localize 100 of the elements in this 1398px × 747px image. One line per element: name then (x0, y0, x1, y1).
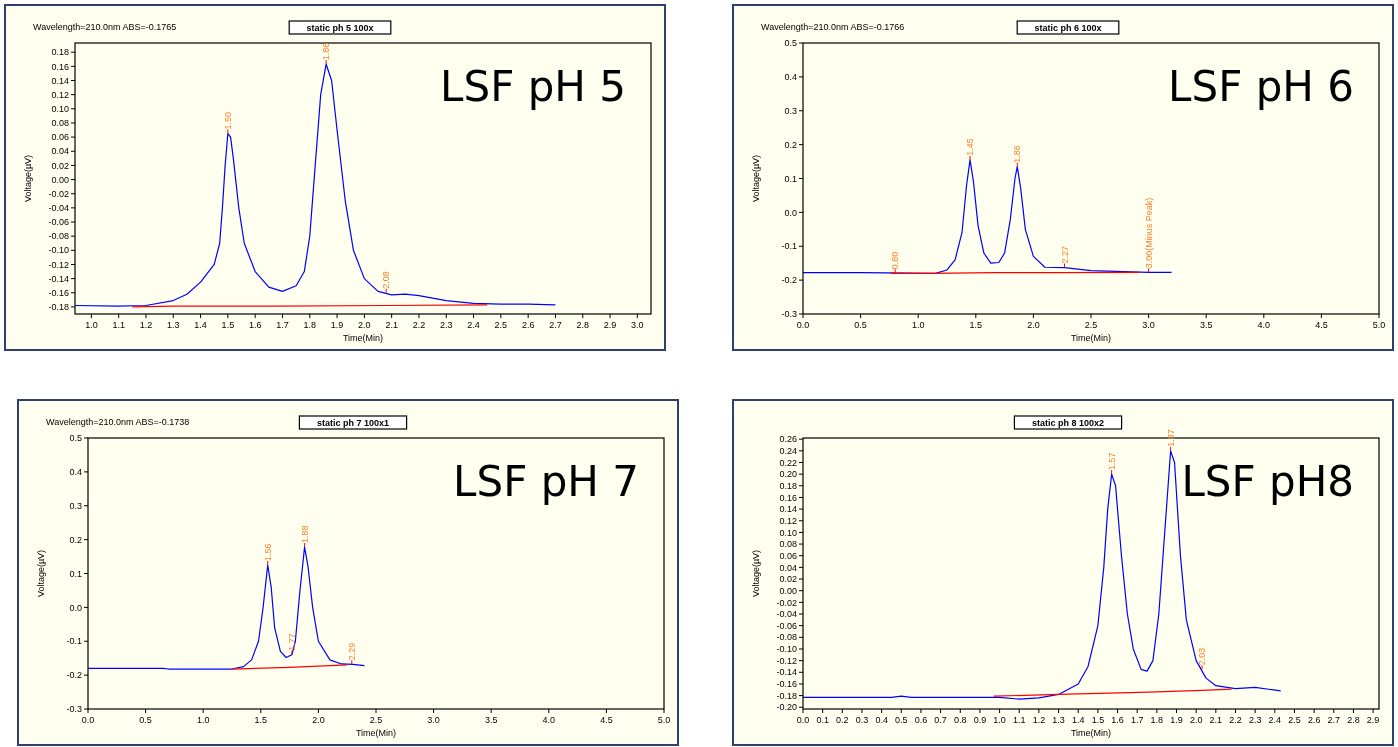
annotation: 0.80 (890, 251, 901, 270)
x-tick-label: 3.5 (1199, 320, 1213, 330)
x-tick-label: 2.0 (1189, 715, 1203, 725)
y-tick-label: -0.06 (48, 217, 69, 228)
y-tick-label: 0.08 (779, 539, 797, 550)
chart-title: static ph 7 100x1 (316, 418, 390, 428)
x-tick-label: 0.5 (895, 715, 908, 725)
annotation: 2.27 (1059, 246, 1070, 264)
y-tick-label: -0.3 (66, 704, 82, 715)
y-tick-label: -0.04 (48, 203, 69, 214)
y-tick-label: 0.0 (69, 602, 82, 613)
y-tick-label: 0.10 (779, 527, 797, 538)
x-axis-title: Time(Min) (342, 333, 384, 343)
x-tick-label: 2.1 (385, 320, 398, 330)
annotation: 1.45 (965, 138, 976, 156)
y-tick-label: 0.5 (69, 433, 82, 444)
y-tick-label: 0.14 (779, 504, 797, 515)
x-tick-label: 0.0 (796, 715, 810, 725)
x-tick-label: 0.7 (934, 715, 947, 725)
y-tick-label: -0.18 (776, 690, 797, 701)
y-tick-label: -0.14 (776, 667, 797, 678)
x-tick-label: 1.0 (993, 715, 1006, 725)
annotation: 1.77 (286, 633, 297, 651)
x-tick-label: 1.8 (303, 320, 317, 330)
chart-subtitle: Wavelength=210.0nm ABS=-0.1765 (33, 22, 177, 32)
x-tick-label: 2.3 (440, 320, 453, 330)
y-tick-label: 0.22 (779, 457, 797, 468)
y-tick-label: 0.3 (784, 105, 797, 116)
y-tick-label: 0.26 (779, 434, 797, 445)
x-tick-label: 2.3 (1248, 715, 1262, 725)
x-tick-label: 2.2 (1229, 715, 1242, 725)
y-tick-label: 0.4 (784, 72, 797, 83)
x-tick-label: 4.0 (1257, 320, 1271, 330)
x-tick-label: 2.0 (1027, 320, 1040, 330)
annotation: 2.03 (1197, 647, 1208, 666)
y-axis-title: Voltage(µV) (751, 154, 761, 203)
x-tick-label: 1.2 (139, 320, 153, 330)
x-tick-label: 1.9 (1170, 715, 1183, 725)
y-tick-label: 0.16 (779, 492, 797, 503)
x-tick-label: 1.0 (196, 715, 210, 725)
x-tick-label: 1.3 (167, 320, 180, 330)
x-tick-label: 4.5 (1315, 320, 1328, 330)
y-tick-label: 0.02 (779, 574, 797, 585)
annotation: 1.86 (321, 42, 332, 61)
x-axis-title: Time(Min) (355, 728, 397, 738)
annotation: 1.87 (1165, 429, 1176, 447)
y-tick-label: 0.18 (51, 47, 69, 58)
x-axis-title: Time(Min) (1070, 728, 1112, 738)
x-tick-label: 0.5 (854, 320, 867, 330)
annotation: 2.29 (346, 642, 357, 661)
x-tick-label: 1.9 (330, 320, 344, 330)
x-tick-label: 2.8 (576, 320, 590, 330)
annotation: 1.86 (1012, 145, 1023, 163)
y-tick-label: 0.3 (69, 500, 82, 511)
y-tick-label: 0.18 (779, 480, 797, 491)
x-tick-label: 1.3 (1052, 715, 1065, 725)
x-tick-label: 2.7 (1327, 715, 1341, 725)
y-tick-label: 0.4 (69, 467, 82, 478)
y-tick-label: -0.08 (48, 231, 69, 242)
x-tick-label: 2.6 (1307, 715, 1321, 725)
x-tick-label: 2.5 (494, 320, 508, 330)
x-tick-label: 2.4 (1268, 715, 1282, 725)
x-tick-label: 2.9 (603, 320, 617, 330)
x-tick-label: 1.0 (911, 320, 925, 330)
y-tick-label: -0.1 (781, 241, 797, 252)
x-tick-label: 0.2 (836, 715, 849, 725)
x-tick-label: 2.8 (1347, 715, 1360, 725)
x-tick-label: 5.0 (1372, 320, 1386, 330)
x-tick-label: 1.8 (1150, 715, 1164, 725)
y-tick-label: -0.1 (66, 636, 82, 647)
x-tick-label: 0.0 (81, 715, 95, 725)
y-tick-label: -0.20 (776, 702, 797, 713)
y-tick-label: -0.2 (781, 275, 797, 286)
y-tick-label: -0.10 (776, 644, 797, 655)
x-tick-label: 1.5 (1091, 715, 1105, 725)
y-tick-label: 0.12 (51, 89, 69, 100)
annotation: LSF pH8 (1181, 457, 1354, 506)
y-axis-title: Voltage(µV) (36, 549, 46, 598)
y-axis-title: Voltage(µV) (23, 154, 33, 203)
x-tick-label: 1.2 (1032, 715, 1046, 725)
y-tick-label: -0.14 (48, 273, 69, 284)
annotation: 1.50 (222, 112, 233, 130)
x-tick-label: 1.5 (254, 715, 268, 725)
chart-title: static ph 6 100x (1034, 23, 1102, 33)
x-tick-label: 0.9 (973, 715, 987, 725)
y-tick-label: 0.16 (51, 61, 69, 72)
y-tick-label: -0.3 (781, 309, 797, 320)
x-tick-label: 0.6 (914, 715, 928, 725)
y-tick-label: 0.5 (784, 38, 797, 49)
x-tick-label: 0.0 (796, 320, 810, 330)
annotation: 1.88 (299, 525, 310, 544)
y-tick-label: 0.14 (51, 75, 69, 86)
y-tick-label: -0.08 (776, 632, 797, 643)
y-tick-label: 0.2 (69, 534, 82, 545)
chart-subtitle: Wavelength=210.0nm ABS=-0.1738 (46, 417, 190, 427)
x-tick-label: 2.1 (1209, 715, 1223, 725)
chart-title: static ph 8 100x2 (1031, 418, 1105, 428)
y-tick-label: -0.18 (48, 302, 69, 313)
y-tick-label: 0.02 (51, 160, 69, 171)
chart-title: static ph 5 100x (306, 23, 374, 33)
